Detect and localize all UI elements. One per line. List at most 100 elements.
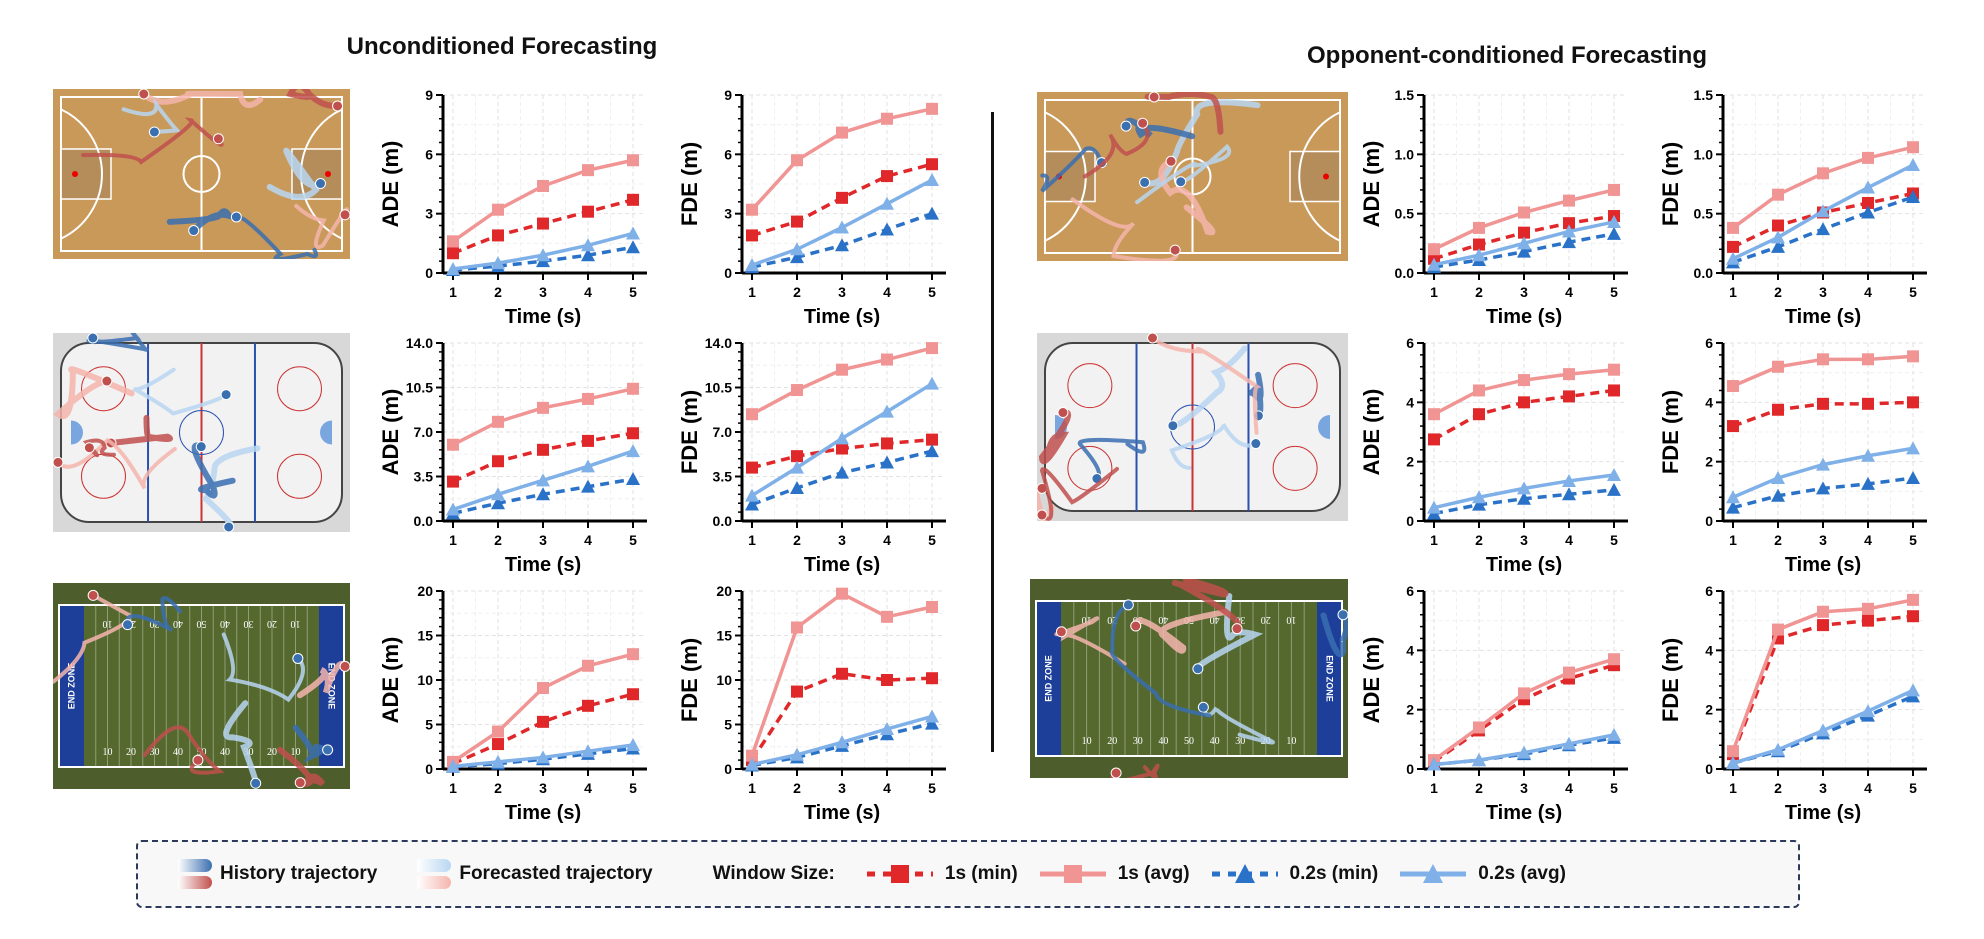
x-axis-label: Time (s) bbox=[505, 306, 581, 328]
x-tick-label: 4 bbox=[584, 532, 592, 548]
player-marker bbox=[1148, 92, 1160, 103]
trajectory bbox=[221, 632, 306, 703]
series-0-2s-avg- bbox=[1726, 441, 1920, 504]
trajectory bbox=[276, 746, 326, 788]
yard-number: 40 bbox=[173, 747, 183, 758]
triangle-marker bbox=[1427, 500, 1441, 514]
y-axis-label: ADE (m) bbox=[378, 637, 403, 724]
y-axis-label: FDE (m) bbox=[677, 638, 702, 722]
x-tick-label: 5 bbox=[1909, 780, 1917, 796]
trajectory bbox=[107, 414, 173, 447]
square-marker bbox=[1518, 374, 1530, 387]
trajectory bbox=[1169, 345, 1248, 429]
trajectory bbox=[1109, 763, 1160, 778]
y-axis-label: FDE (m) bbox=[1658, 638, 1683, 722]
series-0-2s-min- bbox=[1726, 470, 1920, 514]
player-marker bbox=[138, 89, 150, 100]
yard-number: 10 bbox=[103, 747, 113, 758]
series-1s-avg- bbox=[1428, 183, 1620, 256]
square-marker bbox=[791, 154, 803, 167]
yard-number: 10 bbox=[1082, 736, 1092, 747]
y-tick-label: 4 bbox=[1705, 642, 1713, 658]
square-marker bbox=[881, 353, 893, 366]
square-marker bbox=[791, 215, 803, 228]
x-tick-label: 3 bbox=[539, 284, 547, 300]
end-zone-label: END ZONE bbox=[66, 663, 76, 710]
triangle-marker bbox=[835, 465, 849, 479]
x-tick-label: 4 bbox=[883, 284, 891, 300]
center-circle bbox=[179, 410, 224, 455]
legend-series-1: 1s (avg) bbox=[1038, 862, 1190, 886]
triangle-marker bbox=[626, 240, 640, 254]
triangle-marker bbox=[1562, 235, 1576, 249]
triangle-marker bbox=[1427, 257, 1441, 271]
player-marker bbox=[101, 375, 113, 387]
field-drawing bbox=[1037, 92, 1348, 261]
x-axis-label: Time (s) bbox=[505, 554, 581, 576]
square-marker bbox=[1772, 188, 1784, 201]
triangle-marker bbox=[1562, 224, 1576, 238]
yard-number: 30 bbox=[1235, 614, 1245, 625]
series-1s-min- bbox=[746, 158, 938, 242]
faceoff-circle bbox=[277, 453, 323, 499]
square-marker bbox=[627, 648, 639, 661]
y-tick-label: 3 bbox=[724, 206, 732, 222]
trajectory bbox=[1248, 371, 1264, 419]
legend-series-label: 0.2s (avg) bbox=[1478, 863, 1566, 884]
y-tick-label: 15 bbox=[716, 628, 732, 644]
player-marker bbox=[223, 521, 235, 532]
trajectory bbox=[1150, 336, 1262, 435]
yard-number: 30 bbox=[1133, 736, 1143, 747]
yard-number: 40 bbox=[1210, 736, 1220, 747]
triangle-marker bbox=[880, 404, 894, 418]
hoop-icon bbox=[325, 171, 331, 177]
triangle-marker bbox=[1726, 756, 1740, 770]
series-1s-avg- bbox=[1727, 593, 1919, 758]
triangle-marker bbox=[1816, 457, 1830, 471]
trajectory bbox=[82, 438, 116, 458]
player-marker bbox=[1169, 244, 1181, 256]
y-tick-label: 7.0 bbox=[414, 424, 434, 440]
y-tick-label: 9 bbox=[724, 87, 732, 103]
x-tick-label: 1 bbox=[748, 532, 756, 548]
triangle-marker bbox=[835, 220, 849, 234]
player-marker bbox=[87, 589, 99, 601]
square-marker bbox=[926, 672, 938, 685]
square-marker bbox=[627, 427, 639, 440]
yard-number: 20 bbox=[126, 747, 136, 758]
x-tick-label: 2 bbox=[1774, 532, 1782, 548]
x-tick-label: 1 bbox=[1729, 284, 1737, 300]
square-marker bbox=[582, 659, 594, 672]
yard-number: 50 bbox=[1184, 736, 1194, 747]
square-marker bbox=[1608, 183, 1620, 196]
yard-number: 40 bbox=[1158, 736, 1168, 747]
square-marker bbox=[492, 229, 504, 242]
series-1s-avg- bbox=[447, 382, 639, 451]
series-0-2s-avg- bbox=[1726, 158, 1920, 265]
square-marker bbox=[926, 433, 938, 446]
trajectory bbox=[1132, 608, 1229, 654]
square-marker bbox=[1862, 614, 1874, 627]
player-marker bbox=[250, 777, 262, 789]
player-marker bbox=[1122, 599, 1134, 611]
x-tick-label: 3 bbox=[1819, 532, 1827, 548]
y-tick-label: 2 bbox=[1406, 454, 1414, 470]
player-marker bbox=[315, 178, 327, 190]
triangle-marker bbox=[626, 737, 640, 751]
triangle-marker bbox=[1472, 497, 1486, 511]
triangle-marker bbox=[1607, 482, 1621, 496]
triangle-marker bbox=[1517, 244, 1531, 258]
player-marker bbox=[1167, 420, 1179, 432]
faceoff-circle bbox=[1272, 445, 1318, 491]
square-marker bbox=[1907, 593, 1919, 606]
triangle-marker bbox=[1562, 473, 1576, 487]
triangle-marker bbox=[745, 757, 759, 771]
legend-forecast: Forecasted trajectory bbox=[417, 859, 653, 889]
triangle-marker bbox=[880, 455, 894, 469]
end-zone-left bbox=[60, 606, 84, 766]
series-0-2s-min- bbox=[745, 444, 939, 511]
trajectory bbox=[125, 596, 182, 632]
square-marker bbox=[1518, 396, 1530, 409]
square-marker bbox=[537, 443, 549, 456]
